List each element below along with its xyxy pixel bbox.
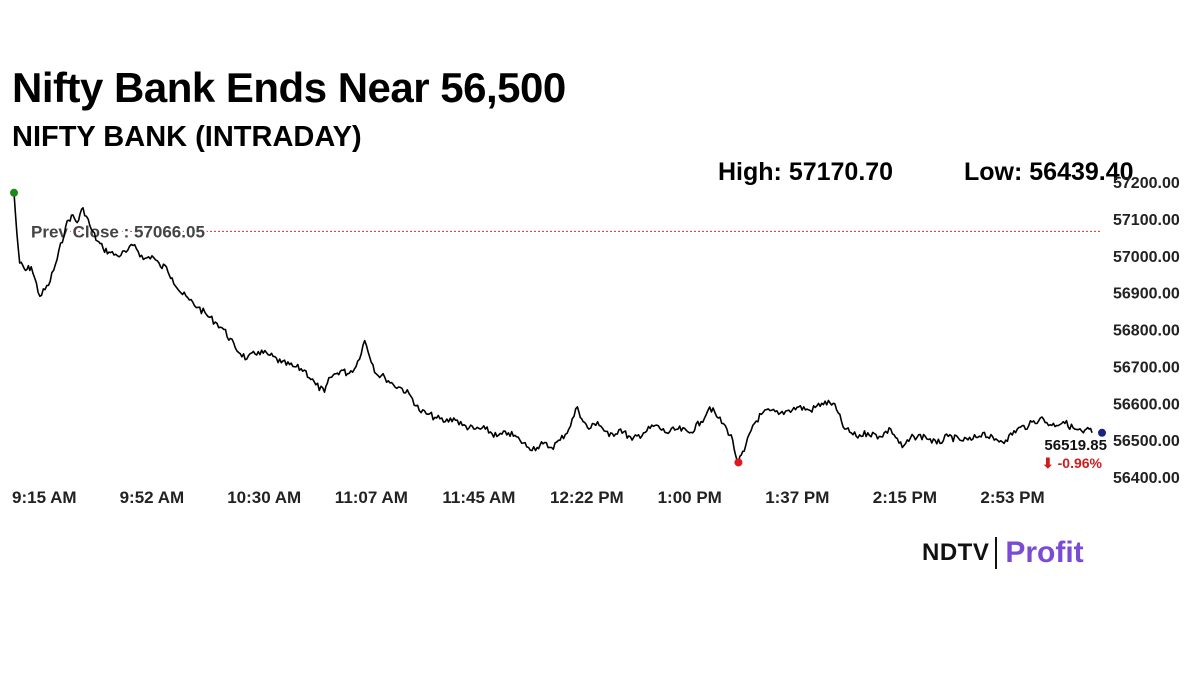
chart-subtitle: NIFTY BANK (INTRADAY) (12, 121, 362, 153)
down-arrow-icon: ⬇ (1042, 455, 1058, 471)
logo-product: Profit (1005, 536, 1084, 569)
y-tick-label: 57000.00 (1113, 249, 1180, 266)
change-label: ⬇ -0.96% (1042, 455, 1103, 471)
y-tick-label: 57100.00 (1113, 212, 1180, 229)
y-tick-label: 57200.00 (1113, 175, 1180, 192)
prev-close-label: Prev Close : 57066.05 (31, 222, 205, 241)
price-line (13, 192, 1093, 464)
x-tick-label: 12:22 PM (550, 488, 624, 507)
y-tick-label: 56500.00 (1113, 433, 1180, 450)
day-low-marker (734, 458, 743, 467)
x-axis: 9:15 AM 9:52 AM 10:30 AM 11:07 AM 11:45 AM 12… (12, 488, 1045, 507)
y-tick-label: 56600.00 (1113, 396, 1180, 413)
x-tick-label: 2:15 PM (873, 488, 937, 507)
x-tick-label: 9:15 AM (12, 488, 77, 507)
logo-divider (995, 537, 998, 569)
ndtv-profit-logo: NDTV Profit (922, 534, 1084, 572)
y-tick-label: 56700.00 (1113, 359, 1180, 376)
x-tick-label: 1:00 PM (658, 488, 722, 507)
open-marker (10, 188, 18, 197)
x-tick-label: 1:37 PM (765, 488, 829, 507)
logo-brand: NDTV (922, 539, 990, 566)
x-tick-label: 2:53 PM (980, 488, 1044, 507)
x-tick-label: 10:30 AM (227, 488, 301, 507)
y-tick-label: 56900.00 (1113, 286, 1180, 303)
page-title: Nifty Bank Ends Near 56,500 (12, 64, 566, 111)
x-tick-label: 9:52 AM (120, 488, 185, 507)
high-value: High: 57170.70 (718, 158, 894, 186)
low-value: Low: 56439.40 (964, 158, 1134, 186)
y-tick-label: 56400.00 (1113, 470, 1180, 487)
last-price-marker (1098, 428, 1106, 437)
y-axis: 56400.00 56500.00 56600.00 56700.00 56800.00… (1113, 175, 1180, 487)
last-price-label: 56519.85 (1044, 437, 1107, 454)
y-tick-label: 56800.00 (1113, 323, 1180, 340)
change-value: -0.96% (1058, 455, 1103, 471)
x-tick-label: 11:07 AM (335, 488, 408, 507)
x-tick-label: 11:45 AM (442, 488, 515, 507)
